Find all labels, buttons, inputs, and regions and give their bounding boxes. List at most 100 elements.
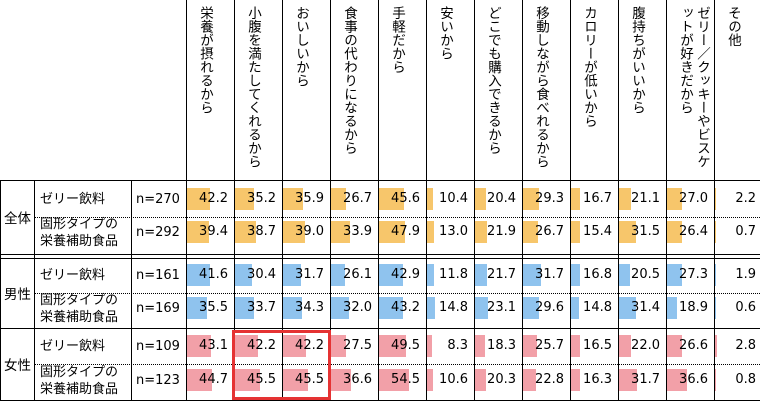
value-label: 31.7 — [535, 267, 564, 282]
value-label: 18.9 — [679, 300, 708, 315]
column-divider — [666, 0, 667, 401]
value-label: 20.3 — [487, 372, 516, 387]
row-label: 固形タイプの 栄養補助食品 — [40, 216, 118, 250]
value-bar — [331, 369, 352, 391]
value-cell: 26.1 — [330, 263, 378, 286]
value-cell: 14.8 — [426, 296, 474, 319]
value-bar — [283, 369, 309, 391]
value-cell: 39.4 — [186, 220, 234, 243]
value-label: 2.2 — [735, 191, 756, 206]
sample-size: n=270 — [136, 192, 180, 207]
value-bar — [523, 221, 538, 243]
value-label: 45.6 — [391, 191, 420, 206]
value-label: 14.8 — [583, 300, 612, 315]
value-bar — [667, 369, 688, 391]
value-cell: 18.9 — [666, 296, 714, 319]
value-label: 20.4 — [487, 191, 516, 206]
sample-size: n=292 — [136, 225, 180, 240]
column-header: その他 — [725, 6, 741, 47]
value-cell: 16.3 — [570, 368, 618, 391]
value-label: 43.2 — [391, 300, 420, 315]
value-bar — [475, 369, 487, 391]
value-bar — [235, 188, 255, 210]
column-header: どこでも購入できるから — [485, 6, 501, 155]
value-cell: 20.4 — [474, 187, 522, 210]
sample-size: n=123 — [136, 373, 180, 388]
value-cell: 20.3 — [474, 368, 522, 391]
value-bar — [187, 369, 212, 391]
value-bar — [235, 264, 252, 286]
value-bar — [667, 297, 678, 319]
value-label: 35.2 — [247, 191, 276, 206]
value-bar — [379, 221, 406, 243]
row-divider — [0, 254, 760, 255]
value-label: 0.8 — [735, 372, 756, 387]
value-bar — [475, 221, 488, 243]
value-cell: 21.1 — [618, 187, 666, 210]
value-label: 11.8 — [439, 267, 468, 282]
value-label: 36.6 — [679, 372, 708, 387]
value-cell: 26.4 — [666, 220, 714, 243]
row-label-line: 固形タイプの — [40, 293, 119, 308]
value-cell: 45.5 — [234, 368, 282, 391]
row-label-line: 栄養補助食品 — [40, 310, 119, 325]
group-label: 全体 — [4, 211, 31, 227]
value-cell: 31.5 — [618, 220, 666, 243]
value-bar — [427, 297, 436, 319]
value-bar — [619, 369, 637, 391]
value-bar — [331, 297, 349, 319]
value-label: 29.3 — [535, 191, 564, 206]
value-label: 35.9 — [295, 191, 324, 206]
sample-size: n=109 — [136, 339, 180, 354]
value-cell: 43.1 — [186, 334, 234, 357]
value-label: 42.2 — [247, 338, 276, 353]
column-header: ゼリー／クッキーやビスケットが好きだから — [677, 6, 710, 168]
value-cell: 39.0 — [282, 220, 330, 243]
group-label: 男性 — [4, 287, 31, 303]
column-divider — [234, 0, 235, 401]
column-divider — [714, 0, 715, 401]
value-bar — [619, 297, 637, 319]
value-cell: 31.7 — [618, 368, 666, 391]
value-cell: 0.8 — [714, 368, 760, 391]
value-cell: 22.8 — [522, 368, 570, 391]
value-label: 22.0 — [631, 338, 660, 353]
value-cell: 35.5 — [186, 296, 234, 319]
value-label: 36.6 — [343, 372, 372, 387]
value-bar — [283, 264, 301, 286]
value-cell: 26.7 — [522, 220, 570, 243]
value-label: 47.9 — [391, 224, 420, 239]
value-label: 26.7 — [535, 224, 564, 239]
value-label: 23.1 — [487, 300, 516, 315]
value-label: 16.5 — [583, 338, 612, 353]
value-bar — [571, 264, 581, 286]
value-cell: 44.7 — [186, 368, 234, 391]
row-divider-dotted — [34, 293, 760, 294]
column-header: 移動しながら食べれるから — [533, 6, 549, 168]
value-cell: 45.6 — [378, 187, 426, 210]
value-bar — [427, 188, 433, 210]
column-divider — [426, 0, 427, 401]
value-cell: 38.7 — [234, 220, 282, 243]
value-label: 16.7 — [583, 191, 612, 206]
value-bar — [475, 335, 486, 357]
value-cell: 1.9 — [714, 263, 760, 286]
column-header: 腹持ちがいいから — [629, 6, 645, 114]
column-header: 食事の代わりになるから — [341, 6, 357, 155]
value-bar — [715, 264, 716, 286]
value-bar — [427, 221, 435, 243]
value-label: 42.9 — [391, 267, 420, 282]
value-cell: 11.8 — [426, 263, 474, 286]
value-cell: 29.3 — [522, 187, 570, 210]
value-bar — [187, 264, 210, 286]
value-label: 54.5 — [391, 372, 420, 387]
value-cell: 0.7 — [714, 220, 760, 243]
row-label: ゼリー飲料 — [40, 191, 105, 208]
row-divider — [0, 328, 760, 329]
value-bar — [523, 264, 541, 286]
value-cell: 26.7 — [330, 187, 378, 210]
value-cell: 54.5 — [378, 368, 426, 391]
value-cell: 42.2 — [282, 334, 330, 357]
value-bar — [715, 188, 717, 210]
value-label: 26.7 — [343, 191, 372, 206]
